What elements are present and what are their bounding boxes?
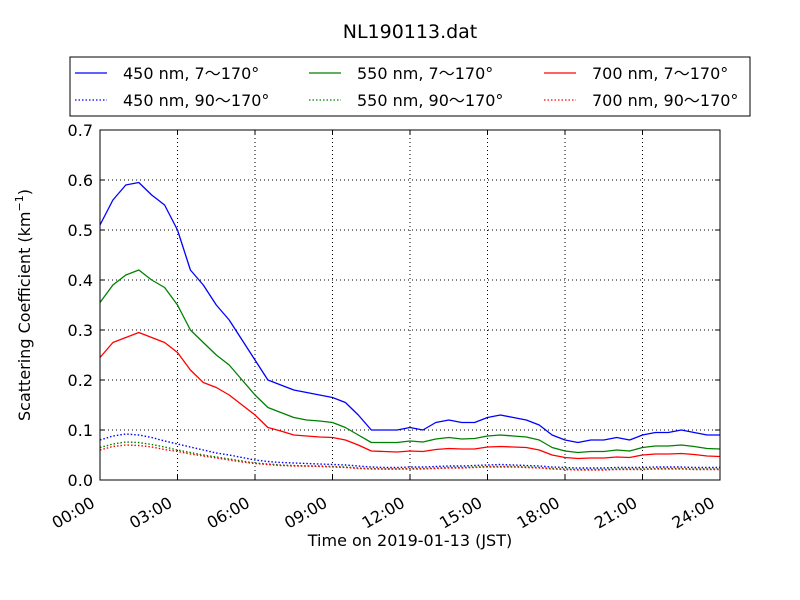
series-layer — [99, 181, 721, 471]
chart-title: NL190113.dat — [343, 21, 478, 43]
y-tick-label: 0.3 — [68, 321, 93, 340]
y-tick-label: 0.6 — [68, 171, 93, 190]
legend-label-3: 550 nm, 7～170° — [357, 64, 493, 83]
legend-label-4: 550 nm, 90～170° — [357, 91, 503, 110]
series-line-1 — [99, 181, 720, 444]
x-tick-label: 18:00 — [514, 493, 563, 533]
x-tick-label: 12:00 — [359, 493, 408, 533]
y-axis-title-unit-exponent: −1 — [13, 195, 26, 211]
legend-label-6: 700 nm, 90～170° — [592, 91, 738, 110]
y-axis-title-main: Scattering Coefficient (km — [15, 211, 34, 421]
x-tick-label: 09:00 — [281, 493, 330, 533]
y-tick-label: 0.7 — [68, 121, 93, 140]
y-tick-label: 0.1 — [68, 421, 93, 440]
x-tick-label: 03:00 — [126, 493, 175, 533]
series-line-3 — [99, 269, 721, 454]
legend-label-1: 450 nm, 7～170° — [123, 64, 259, 83]
legend: 450 nm, 7～170° 550 nm, 7～170° 700 nm, 7～17… — [69, 56, 751, 117]
x-axis-title: Time on 2019-01-13 (JST) — [307, 531, 512, 550]
series-line-6 — [99, 444, 720, 471]
legend-label-5: 700 nm, 7～170° — [592, 64, 728, 83]
x-tick-label: 15:00 — [436, 493, 485, 533]
y-tick-label: 0.4 — [68, 271, 93, 290]
x-axis: 00:00 03:00 06:00 09:00 12:00 15:00 18:00 21:00… — [49, 130, 721, 533]
series-line-5 — [99, 331, 721, 460]
grid — [100, 130, 720, 480]
y-tick-label: 0.5 — [68, 221, 93, 240]
y-tick-label: 0.0 — [68, 471, 93, 490]
y-axis-title: Scattering Coefficient (km−1) — [13, 189, 34, 421]
x-tick-label: 24:00 — [669, 493, 718, 533]
x-tick-label: 21:00 — [591, 493, 640, 533]
y-axis: 0.0 0.1 0.2 0.3 0.4 0.5 0.6 0.7 — [68, 121, 720, 490]
legend-label-2: 450 nm, 90～170° — [123, 91, 269, 110]
y-axis-title-close: ) — [15, 189, 34, 195]
x-tick-label: 00:00 — [49, 493, 98, 533]
x-tick-label: 06:00 — [204, 493, 253, 533]
series-line-2 — [99, 433, 720, 469]
legend-frame — [69, 56, 751, 117]
y-tick-label: 0.2 — [68, 371, 93, 390]
